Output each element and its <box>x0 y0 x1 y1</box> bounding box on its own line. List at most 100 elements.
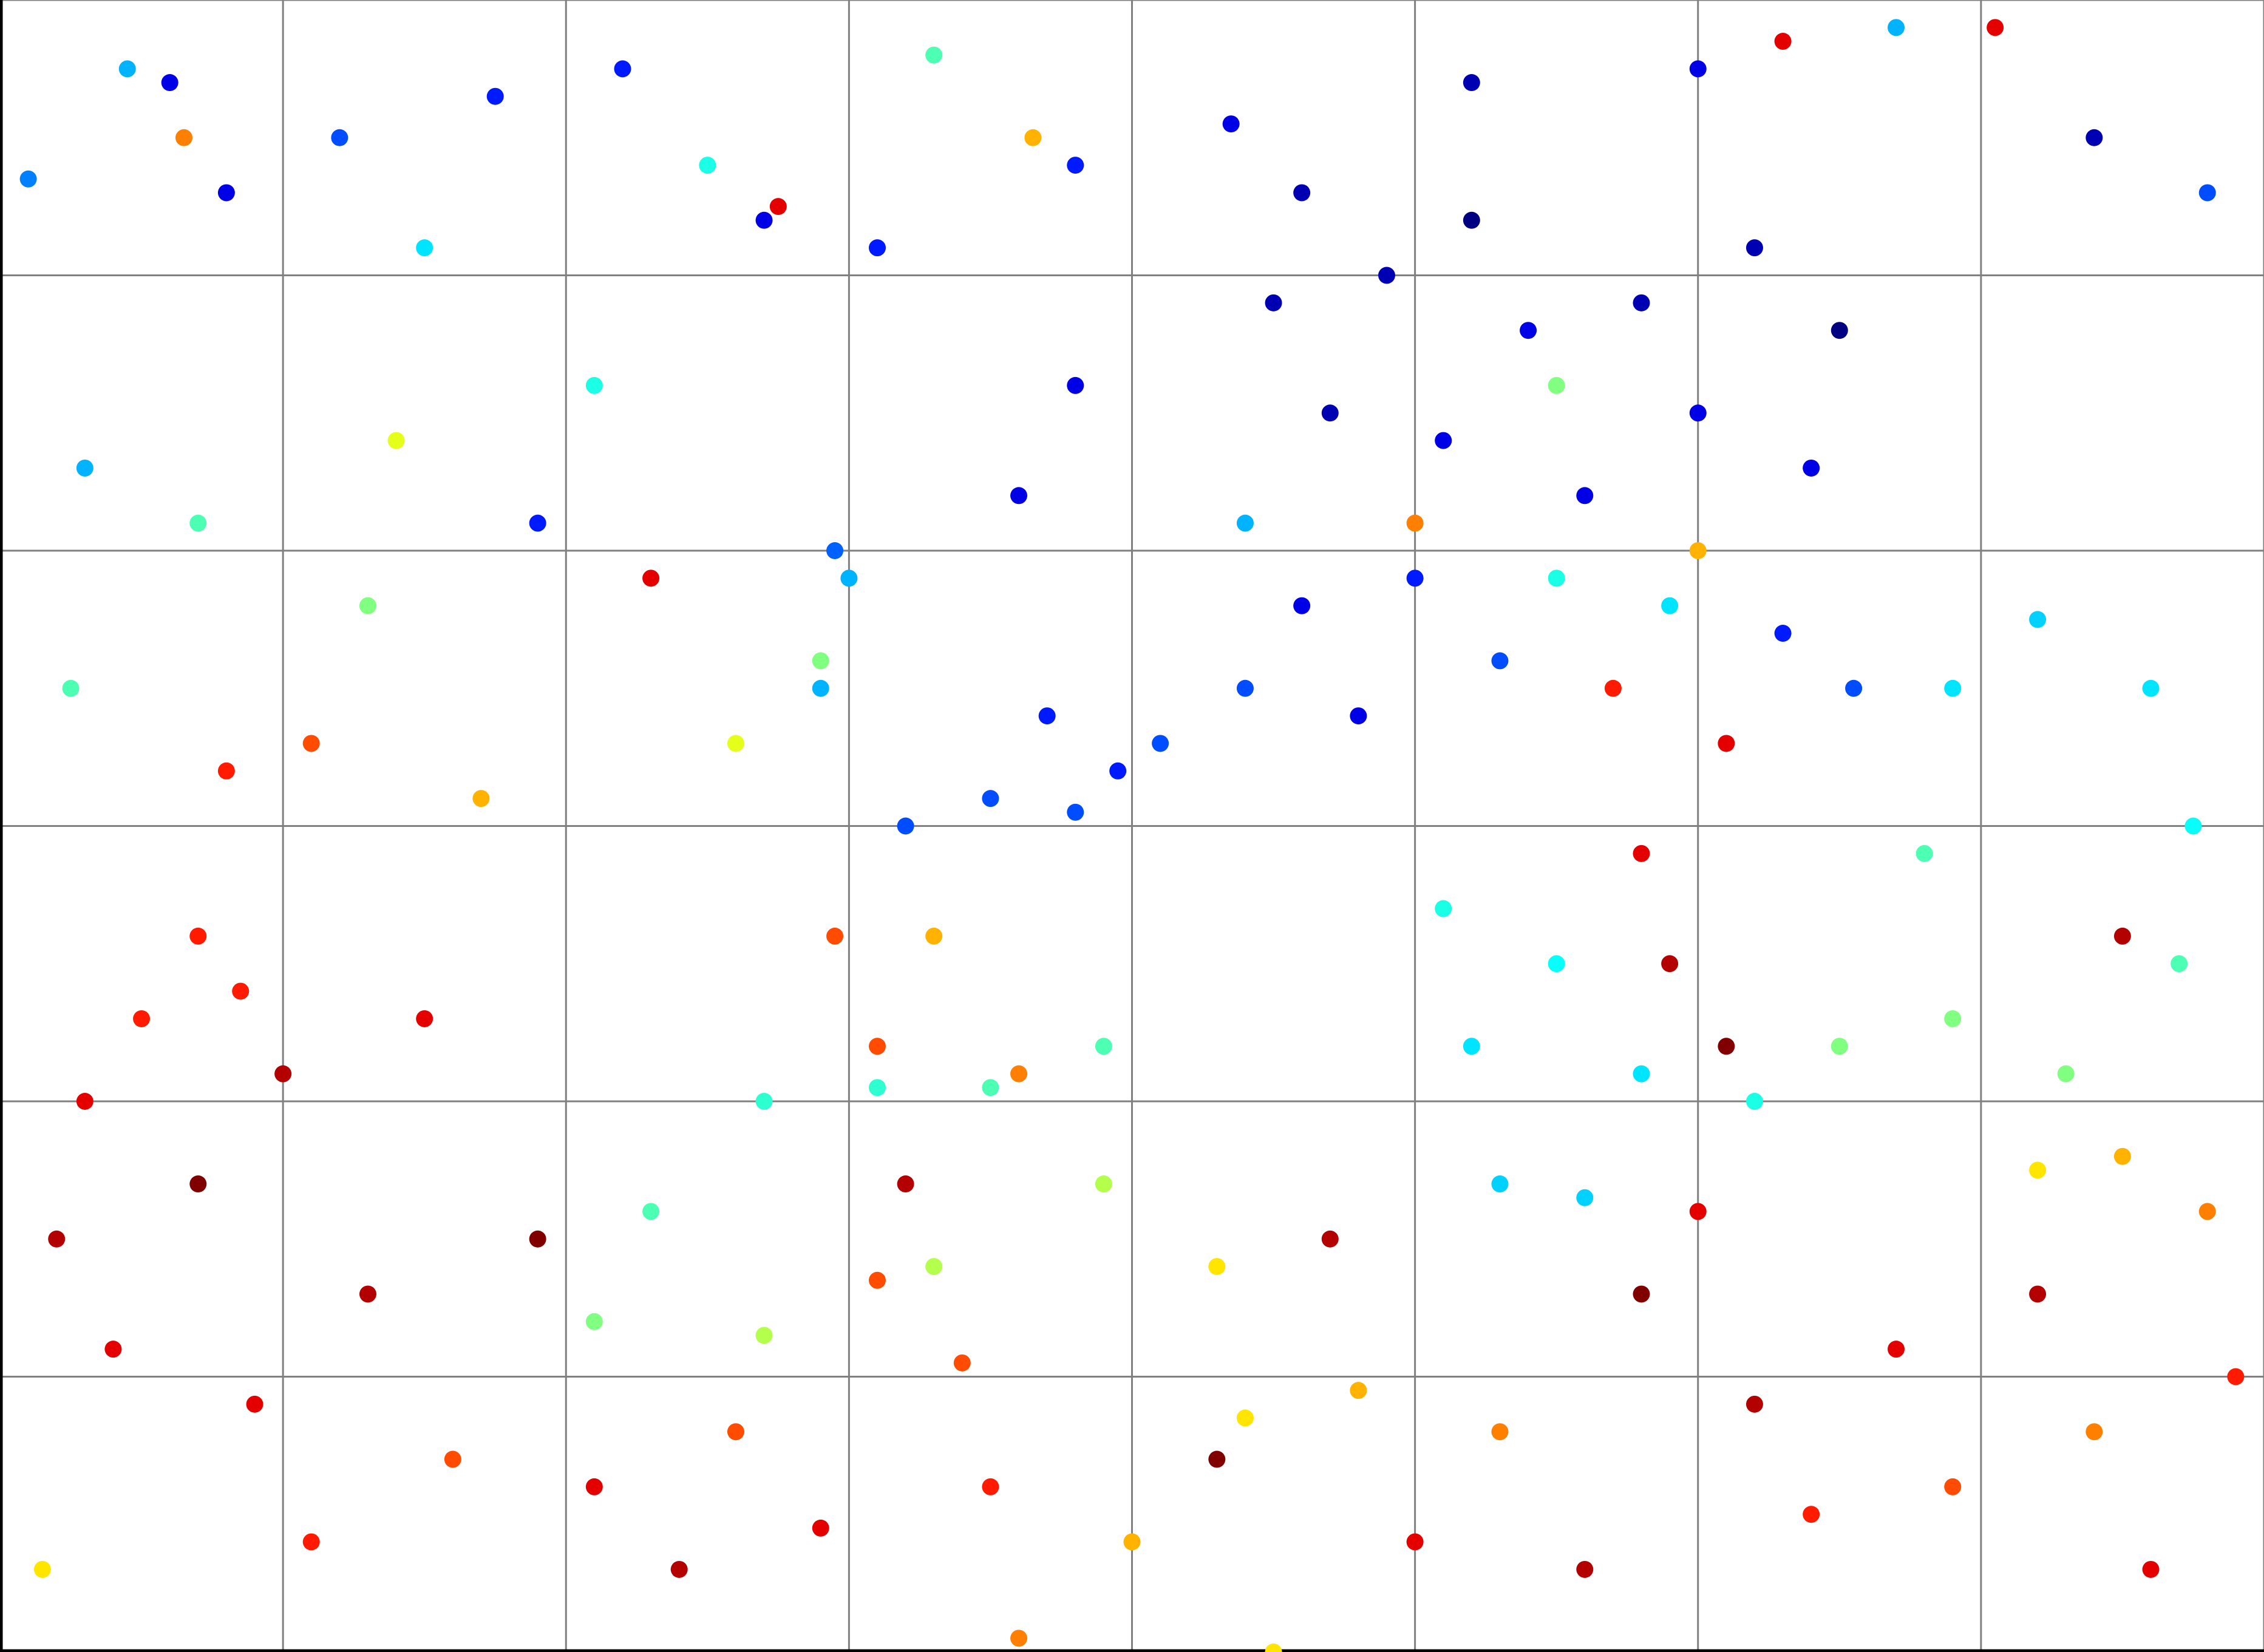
scatter-point <box>755 1093 773 1110</box>
scatter-point <box>2184 817 2202 835</box>
scatter-point <box>1321 1230 1339 1248</box>
scatter-point <box>826 542 844 559</box>
scatter-point <box>529 1230 546 1248</box>
scatter-point <box>133 1010 151 1027</box>
scatter-point <box>1265 1644 1282 1652</box>
scatter-point <box>175 129 192 146</box>
scatter-point <box>2029 1161 2047 1179</box>
scatter-point <box>925 46 943 64</box>
scatter-point <box>416 239 433 257</box>
scatter-point <box>614 60 631 78</box>
scatter-point <box>1406 1533 1424 1551</box>
scatter-point <box>1888 19 1905 36</box>
scatter-point <box>1024 129 1042 146</box>
scatter-point <box>1661 955 1679 973</box>
scatter-point <box>826 927 844 945</box>
scatter-point <box>642 569 660 587</box>
scatter-point <box>302 735 320 752</box>
scatter-point <box>755 211 773 229</box>
scatter-point <box>189 1175 207 1193</box>
scatter-point <box>19 170 37 188</box>
scatter-point <box>1944 679 1962 697</box>
scatter-point <box>1010 1065 1028 1083</box>
scatter-point <box>1576 1560 1594 1578</box>
scatter-point <box>217 762 235 780</box>
scatter-point <box>486 87 504 105</box>
scatter-point <box>699 157 716 174</box>
scatter-point <box>1463 211 1480 229</box>
scatter-point <box>585 376 603 394</box>
scatter-point <box>1987 19 2004 36</box>
scatter-point <box>1888 1341 1905 1358</box>
scatter-point <box>104 1341 122 1358</box>
scatter-point <box>416 1010 433 1027</box>
scatter-point <box>1803 1506 1820 1523</box>
scatter-point <box>1746 1093 1763 1110</box>
scatter-point <box>2113 927 2131 945</box>
scatter-point <box>1689 404 1707 422</box>
scatter-point <box>387 432 405 449</box>
scatter-point <box>1378 267 1396 284</box>
scatter-point <box>1845 679 1863 697</box>
scatter-point <box>2029 611 2047 628</box>
scatter-point <box>925 927 943 945</box>
scatter-point <box>1491 1175 1509 1193</box>
scatter-point <box>727 735 744 752</box>
scatter-point <box>1661 597 1679 614</box>
scatter-point <box>359 597 376 614</box>
scatter-point <box>982 1079 999 1096</box>
scatter-point <box>2029 1285 2047 1303</box>
scatter-point <box>1095 1038 1112 1055</box>
scatter-point <box>2227 1368 2245 1385</box>
scatter-point <box>1604 679 1622 697</box>
scatter-point <box>897 817 914 835</box>
scatter-point <box>1916 845 1933 862</box>
scatter-point <box>1633 1285 1650 1303</box>
scatter-point <box>1109 762 1127 780</box>
scatter-point <box>953 1354 971 1372</box>
scatter-point <box>982 790 999 807</box>
scatter-point <box>232 982 250 1000</box>
scatter-point <box>1435 432 1452 449</box>
scatter-point <box>812 652 829 670</box>
scatter-point <box>769 198 787 216</box>
scatter-point <box>2198 184 2216 202</box>
scatter-point <box>1803 459 1820 477</box>
scatter-point <box>1633 294 1650 311</box>
scatter-point <box>1689 1203 1707 1220</box>
scatter-point <box>1067 157 1084 174</box>
scatter-point <box>812 679 829 697</box>
scatter-point <box>585 1313 603 1330</box>
scatter-point <box>33 1560 51 1578</box>
scatter-point <box>444 1450 461 1468</box>
scatter-point <box>755 1327 773 1344</box>
scatter-point <box>1067 803 1084 821</box>
scatter-point <box>868 1079 886 1096</box>
scatter-point <box>868 239 886 257</box>
scatter-point <box>529 514 546 532</box>
scatter-point <box>1746 239 1763 257</box>
scatter-point <box>359 1285 376 1303</box>
scatter-point <box>982 1478 999 1495</box>
scatter-point <box>1236 679 1254 697</box>
scatter-point <box>2086 129 2103 146</box>
scatter-point <box>1463 74 1480 92</box>
scatter-point <box>1222 115 1240 133</box>
scatter-point <box>472 790 490 807</box>
scatter-point <box>274 1065 292 1083</box>
scatter-point <box>118 60 136 78</box>
scatter-point <box>1548 955 1565 973</box>
scatter-point <box>1350 707 1367 725</box>
scatter-point <box>246 1395 263 1413</box>
scatter-point <box>2198 1203 2216 1220</box>
scatter-point <box>1406 514 1424 532</box>
scatter-point <box>868 1271 886 1289</box>
scatter-point <box>1689 542 1707 559</box>
scatter-point <box>1774 33 1792 50</box>
scatter-point <box>1633 1065 1650 1083</box>
scatter-point <box>1095 1175 1112 1193</box>
scatter-point <box>1718 1038 1735 1055</box>
scatter-point <box>302 1533 320 1551</box>
